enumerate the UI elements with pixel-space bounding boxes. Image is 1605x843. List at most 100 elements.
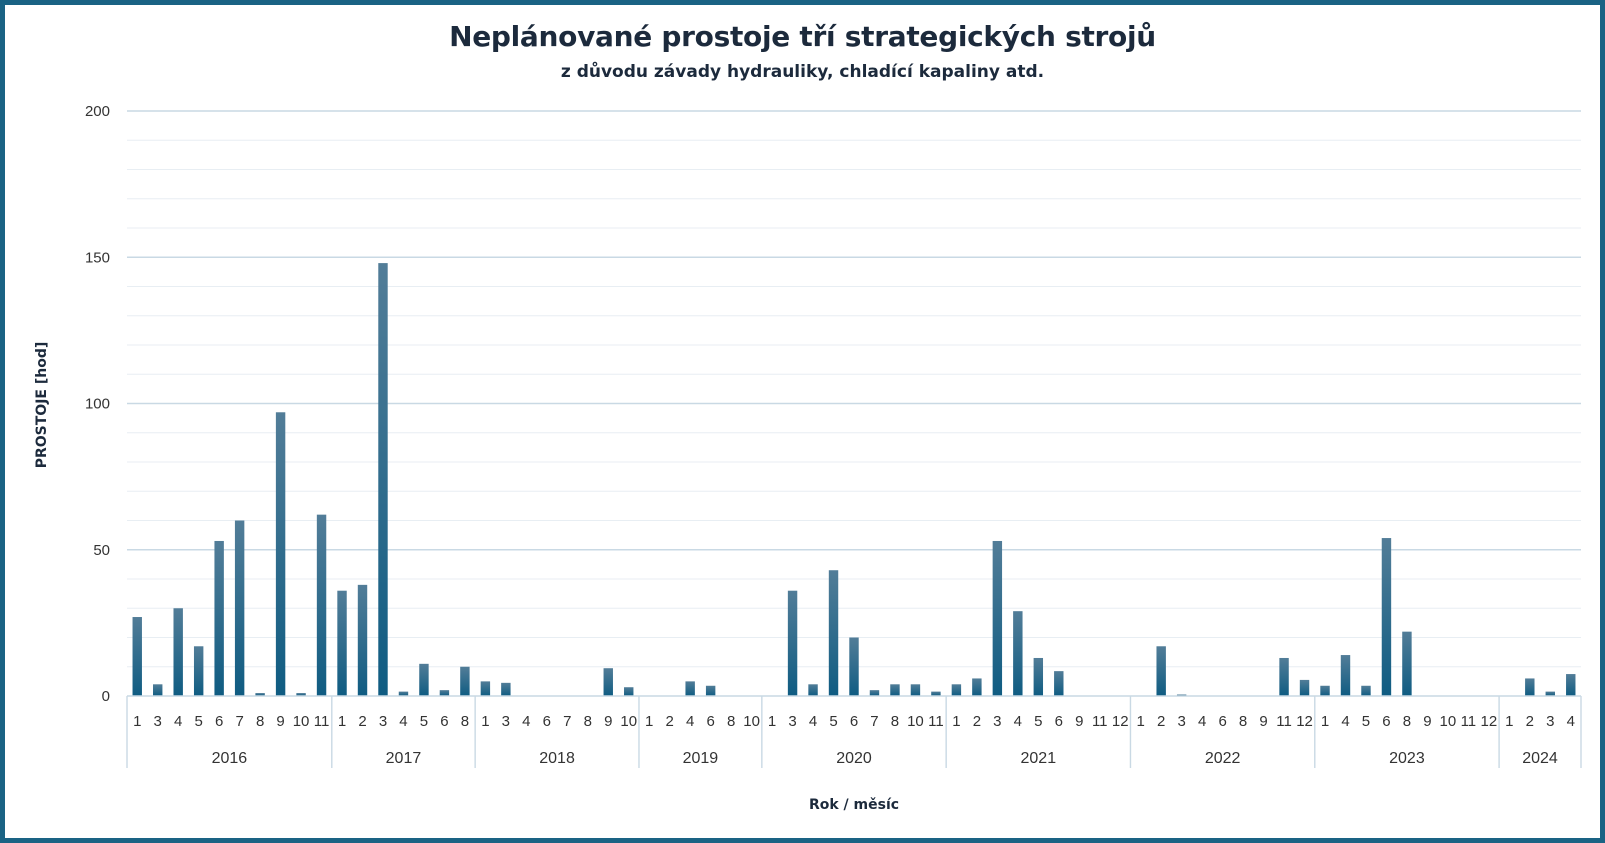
bar <box>337 590 347 696</box>
month-tick-label: 6 <box>850 713 858 730</box>
bar <box>890 684 900 696</box>
month-tick-label: 2 <box>1526 713 1534 730</box>
y-tick-label: 150 <box>85 249 110 266</box>
bar <box>869 690 880 696</box>
month-tick-label: 4 <box>174 713 182 730</box>
month-tick-label: 1 <box>1137 713 1145 730</box>
month-tick-label: 5 <box>1362 713 1370 730</box>
bar <box>1299 679 1310 696</box>
month-tick-label: 6 <box>543 713 551 730</box>
bar <box>910 684 921 696</box>
year-tick-label: 2022 <box>1205 750 1241 767</box>
month-tick-label: 1 <box>338 713 346 730</box>
bar <box>480 681 491 696</box>
year-tick-label: 2019 <box>683 750 719 767</box>
month-tick-label: 2 <box>666 713 674 730</box>
month-tick-label: 9 <box>1423 713 1431 730</box>
bar <box>296 693 306 696</box>
month-tick-label: 6 <box>440 713 448 730</box>
month-tick-label: 4 <box>1014 713 1022 730</box>
bar <box>234 520 245 696</box>
bar <box>460 666 470 696</box>
bar <box>501 682 511 696</box>
bar <box>1279 657 1289 696</box>
y-tick-label: 100 <box>85 396 110 413</box>
month-tick-label: 6 <box>1055 713 1063 730</box>
month-tick-label: 4 <box>809 713 817 730</box>
bar <box>173 608 183 696</box>
gridlines <box>127 110 1581 668</box>
month-tick-label: 8 <box>461 713 469 730</box>
bar <box>685 681 695 696</box>
month-tick-label: 3 <box>788 713 796 730</box>
year-tick-label: 2016 <box>212 750 248 767</box>
year-tick-label: 2023 <box>1389 750 1425 767</box>
bar <box>419 663 429 696</box>
month-tick-label: 11 <box>314 713 330 730</box>
bar <box>275 412 286 696</box>
month-tick-label: 6 <box>1218 713 1226 730</box>
month-tick-label: 4 <box>1198 713 1206 730</box>
month-tick-label: 4 <box>686 713 694 730</box>
bar <box>931 691 941 696</box>
month-tick-label: 11 <box>928 713 944 730</box>
bar <box>357 584 368 696</box>
month-tick-label: 6 <box>215 713 223 730</box>
x-axis: 1 3 4 5 6 7 8 9 10 11 1 2 3 4 5 6 8 1 3 4 6 7 8 9 10 1 2 4 6 8 10 1 3 4 5 6… <box>126 695 1582 768</box>
month-tick-label: 8 <box>584 713 592 730</box>
bar <box>828 570 839 696</box>
month-tick-label: 11 <box>1092 713 1108 730</box>
month-tick-label: 3 <box>379 713 387 730</box>
month-tick-label: 3 <box>993 713 1001 730</box>
bar <box>849 637 859 696</box>
month-tick-label: 10 <box>293 713 310 730</box>
bar <box>1340 655 1351 696</box>
chart-subtitle: z důvodu závady hydrauliky, chladící kap… <box>560 62 1045 82</box>
month-tick-label: 4 <box>522 713 530 730</box>
month-tick-label: 2 <box>1157 713 1165 730</box>
y-tick-label: 0 <box>102 688 110 705</box>
bars <box>132 263 1576 696</box>
month-tick-label: 7 <box>870 713 878 730</box>
month-tick-label: 10 <box>1440 713 1457 730</box>
month-tick-label: 1 <box>645 713 653 730</box>
bar <box>1566 674 1576 696</box>
month-tick-label: 9 <box>604 713 612 730</box>
month-tick-label: 10 <box>743 713 760 730</box>
bar <box>132 617 142 696</box>
month-tick-label: 7 <box>563 713 571 730</box>
month-tick-label: 6 <box>1382 713 1390 730</box>
month-tick-label: 1 <box>1505 713 1513 730</box>
month-tick-label: 8 <box>727 713 735 730</box>
y-axis-label: PROSTOJE [hod] <box>34 342 50 469</box>
year-tick-label: 2020 <box>836 750 872 767</box>
month-tick-label: 8 <box>1403 713 1411 730</box>
month-tick-label: 4 <box>1567 713 1575 730</box>
month-tick-label: 10 <box>907 713 924 730</box>
month-tick-label: 1 <box>481 713 489 730</box>
month-tick-label: 1 <box>952 713 960 730</box>
month-tick-label: 4 <box>1341 713 1349 730</box>
bar <box>1176 694 1187 696</box>
bar <box>972 678 982 696</box>
month-tick-label: 12 <box>1481 713 1498 730</box>
month-tick-label: 2 <box>973 713 981 730</box>
bar <box>398 691 409 696</box>
month-tick-label: 3 <box>154 713 162 730</box>
month-tick-label: 12 <box>1112 713 1129 730</box>
bar <box>705 685 716 696</box>
bar <box>1013 611 1023 696</box>
month-tick-label: 5 <box>420 713 428 730</box>
month-tick-label: 5 <box>1034 713 1042 730</box>
year-tick-label: 2017 <box>386 750 422 767</box>
bar <box>1381 538 1392 696</box>
x-axis-label: Rok / měsíc <box>809 797 899 813</box>
month-tick-label: 12 <box>1296 713 1313 730</box>
month-tick-label: 9 <box>1075 713 1083 730</box>
month-tick-label: 8 <box>256 713 264 730</box>
month-tick-label: 1 <box>768 713 776 730</box>
bar <box>1361 685 1371 696</box>
month-tick-label: 5 <box>829 713 837 730</box>
y-tick-label: 200 <box>85 103 110 120</box>
bar <box>992 540 1003 696</box>
